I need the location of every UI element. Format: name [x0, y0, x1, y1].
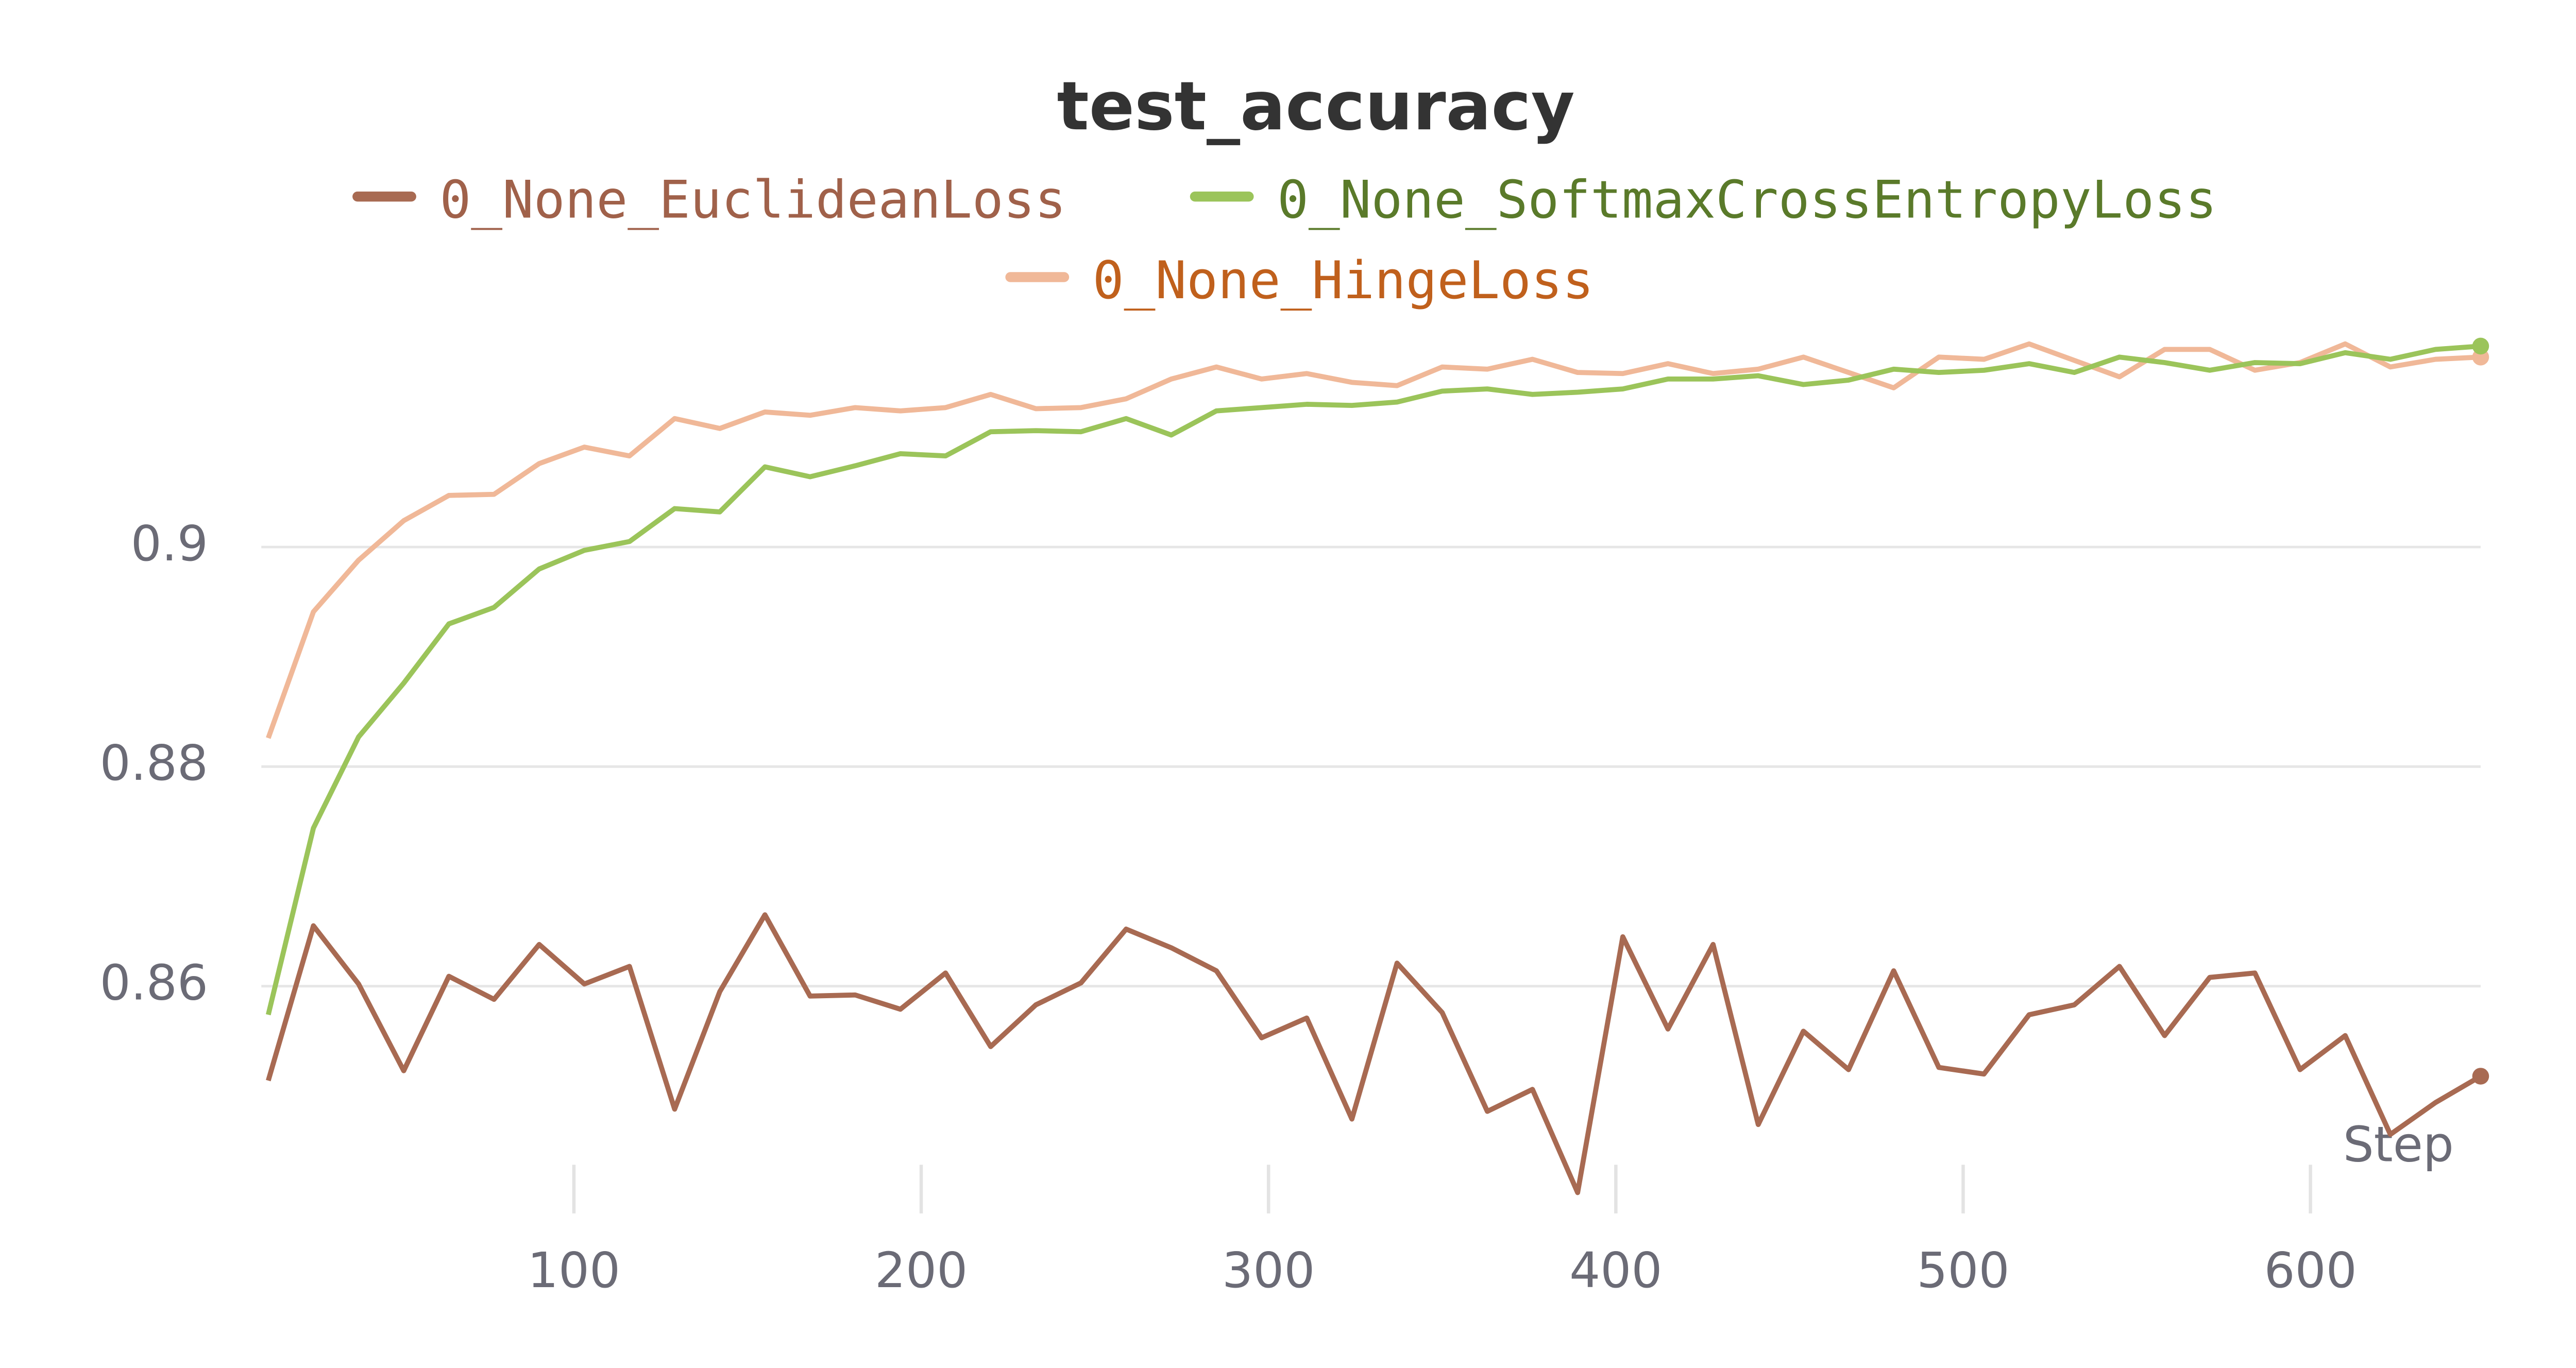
x-tick-label: 100: [528, 1242, 620, 1299]
legend-label: 0_None_EuclideanLoss: [440, 169, 1066, 230]
y-tick-label: 0.86: [100, 955, 208, 1012]
x-tick-label: 200: [875, 1242, 968, 1299]
x-tick-label: 300: [1222, 1242, 1315, 1299]
x-tick-label: 600: [2264, 1242, 2357, 1299]
x-tick-label: 500: [1917, 1242, 2009, 1299]
x-tick-label: 400: [1569, 1242, 1662, 1299]
chart-title: test_accuracy: [1057, 67, 1574, 145]
series-line: [266, 912, 2482, 1195]
legend-label: 0_None_SoftmaxCrossEntropyLoss: [1277, 169, 2217, 230]
end-dot: [2472, 1068, 2489, 1085]
series-line: [266, 341, 2481, 739]
series-line: [265, 344, 2481, 1016]
y-tick-label: 0.9: [131, 516, 208, 572]
y-tick-label: 0.88: [100, 735, 208, 792]
end-dot: [2472, 337, 2489, 355]
legend-label: 0_None_HingeLoss: [1093, 250, 1594, 311]
x-axis-label: Step: [2343, 1117, 2454, 1173]
